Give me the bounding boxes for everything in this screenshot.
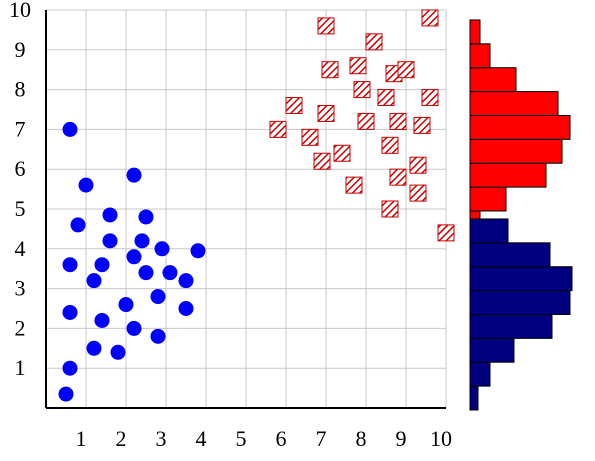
histogram-bar (469, 114, 571, 140)
y-tick-label: 5 (15, 196, 26, 221)
scatter-point-circle (134, 233, 150, 249)
scatter-point-circle (102, 233, 118, 249)
scatter-point-circle (62, 360, 78, 376)
scatter-point-square (317, 17, 335, 35)
y-tick-label: 10 (9, 0, 31, 22)
scatter-point-circle (94, 312, 110, 328)
scatter-point-square (389, 112, 407, 130)
axes (45, 10, 446, 409)
y-tick-label: 1 (15, 355, 26, 380)
scatter-point-square (285, 97, 303, 115)
x-tick-label: 8 (356, 426, 367, 451)
x-tick-label: 5 (236, 426, 247, 451)
scatter-point-square (437, 224, 455, 242)
scatter-point-circle (62, 304, 78, 320)
scatter-point-circle (150, 289, 166, 305)
histogram-bar (469, 138, 563, 164)
y-tick-label: 9 (15, 37, 26, 62)
y-tick-label: 2 (15, 315, 26, 340)
scatter-point-circle (138, 265, 154, 281)
histogram-bar (469, 385, 479, 411)
scatter-point-square (397, 61, 415, 79)
scatter-point-square (421, 89, 439, 107)
scatter-point-circle (94, 257, 110, 273)
scatter-point-square (377, 89, 395, 107)
scatter-point-circle (126, 320, 142, 336)
scatter-point-square (317, 104, 335, 122)
scatter-point-circle (78, 177, 94, 193)
scatter-point-square (345, 176, 363, 194)
scatter-point-circle (102, 207, 118, 223)
scatter-point-circle (58, 386, 74, 402)
scatter-point-circle (150, 328, 166, 344)
scatter-point-circle (86, 340, 102, 356)
scatter-point-circle (70, 217, 86, 233)
histogram-bar (469, 337, 515, 363)
y-tick-label: 6 (15, 156, 26, 181)
histogram-bar (469, 290, 571, 315)
scatter-point-circle (126, 167, 142, 183)
scatter-point-square (413, 116, 431, 134)
scatter-point-circle (126, 249, 142, 265)
y-tick-labels: 1 2 3 4 5 6 7 8 9 10 (9, 0, 31, 380)
y-tick-label: 8 (15, 77, 26, 102)
y-tick-label: 3 (15, 276, 26, 301)
histogram-bar (469, 266, 573, 292)
scatter-point-square (357, 112, 375, 130)
scatter-point-circle (178, 301, 194, 316)
scatter-points (58, 9, 455, 402)
grid-lines (46, 9, 447, 408)
marginal-histogram (469, 19, 573, 411)
scatter-point-circle (62, 257, 78, 273)
scatter-point-square (269, 120, 287, 138)
histogram-bar (469, 242, 551, 268)
x-tick-label: 7 (316, 426, 327, 451)
x-tick-label: 4 (196, 426, 207, 451)
scatter-point-circle (154, 241, 170, 257)
scatter-point-circle (190, 243, 206, 259)
scatter-point-square (321, 61, 339, 79)
y-tick-label: 7 (15, 116, 26, 141)
scatter-point-square (313, 152, 331, 170)
histogram-bar (469, 162, 547, 188)
x-tick-label: 9 (396, 426, 407, 451)
x-tick-label: 2 (116, 426, 127, 451)
scatter-point-square (409, 156, 427, 174)
scatter-point-square (409, 184, 427, 202)
scatter-point-square (301, 128, 319, 146)
histogram-bar (469, 361, 491, 387)
scatter-point-circle (118, 297, 134, 313)
scatter-point-square (349, 57, 367, 75)
histogram-bar (469, 313, 553, 339)
scatter-point-circle (178, 273, 194, 289)
histogram-bar (469, 67, 517, 93)
histogram-bar (469, 91, 559, 116)
scatter-point-square (353, 81, 371, 99)
x-tick-label: 6 (276, 426, 287, 451)
x-tick-label: 10 (430, 426, 452, 451)
scatter-point-square (333, 144, 351, 162)
scatter-point-square (381, 136, 399, 154)
histogram-bar (469, 43, 491, 69)
scatter-point-circle (86, 273, 102, 289)
scatter-point-circle (110, 344, 126, 360)
histogram-bar (469, 19, 481, 45)
histogram-bar (469, 186, 507, 212)
scatter-point-circle (162, 265, 178, 281)
scatter-point-square (421, 9, 439, 27)
histogram-bar (469, 218, 509, 244)
y-tick-label: 4 (15, 236, 26, 261)
x-tick-labels: 1 2 3 4 5 6 7 8 9 10 (76, 426, 453, 451)
x-tick-label: 3 (156, 426, 167, 451)
scatter-point-square (389, 168, 407, 186)
x-tick-label: 1 (76, 426, 87, 451)
scatter-point-square (381, 200, 399, 218)
scatter-point-circle (138, 209, 154, 225)
scatter-point-circle (62, 121, 78, 137)
scatter-point-square (365, 33, 383, 51)
